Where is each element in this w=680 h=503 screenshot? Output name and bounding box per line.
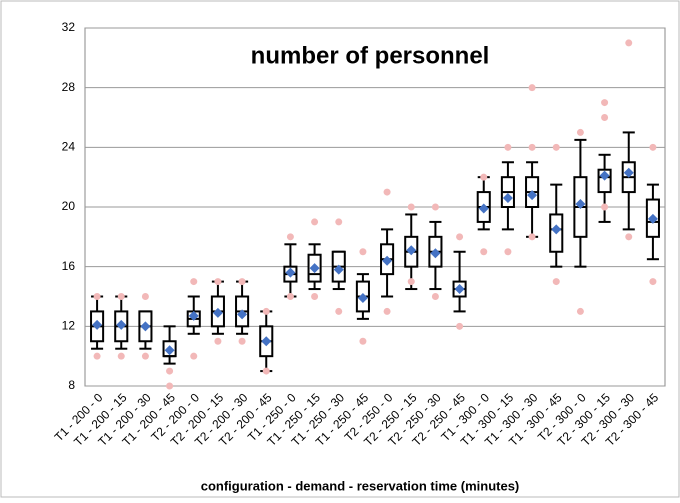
data-point	[190, 278, 198, 286]
y-tick-label: 8	[68, 378, 75, 392]
data-point	[649, 143, 657, 151]
data-point	[552, 278, 560, 286]
data-point	[601, 114, 609, 121]
data-point	[383, 307, 391, 315]
data-point	[238, 278, 246, 286]
mean-marker	[261, 336, 272, 347]
data-point	[625, 233, 633, 241]
mean-marker	[116, 319, 127, 330]
data-point	[359, 248, 367, 256]
data-point	[456, 322, 464, 330]
y-tick-label: 12	[62, 319, 76, 333]
data-point	[214, 337, 222, 345]
data-point	[311, 293, 319, 300]
mean-marker	[599, 170, 610, 181]
data-point	[504, 248, 512, 256]
mean-marker	[140, 321, 151, 332]
data-point	[552, 143, 560, 151]
mean-marker	[382, 255, 393, 266]
data-point	[238, 337, 246, 345]
mean-marker	[237, 309, 248, 320]
data-point	[214, 278, 222, 286]
mean-marker	[478, 203, 489, 214]
y-tick-label: 16	[62, 259, 76, 273]
mean-marker	[285, 267, 296, 278]
mean-marker	[647, 213, 658, 224]
data-point	[431, 293, 439, 300]
data-point	[576, 128, 584, 136]
mean-marker	[309, 263, 320, 274]
data-point	[93, 352, 101, 360]
data-point	[625, 39, 633, 47]
data-point	[456, 233, 464, 241]
data-point	[117, 352, 125, 360]
data-point	[359, 337, 367, 345]
y-tick-label: 20	[62, 199, 76, 213]
y-tick-label: 24	[62, 140, 76, 154]
mean-marker	[188, 310, 199, 321]
data-point	[576, 307, 584, 315]
data-point	[262, 307, 270, 315]
y-tick-label: 28	[62, 80, 76, 94]
mean-marker	[212, 307, 223, 318]
mean-marker	[430, 248, 441, 259]
mean-marker	[502, 193, 513, 204]
chart-title: number of personnel	[251, 42, 490, 69]
data-point	[335, 307, 343, 315]
mean-marker	[527, 190, 538, 201]
x-axis-label: configuration - demand - reservation tim…	[201, 478, 520, 493]
data-point	[311, 218, 319, 226]
mean-marker	[333, 264, 344, 275]
data-point	[649, 278, 657, 286]
mean-marker	[357, 292, 368, 303]
data-point	[407, 203, 415, 211]
data-point	[480, 173, 488, 181]
data-point	[528, 233, 536, 241]
data-point	[190, 352, 198, 360]
data-point	[601, 99, 609, 107]
mean-marker	[406, 245, 417, 256]
mean-marker	[92, 319, 103, 330]
data-point	[166, 382, 174, 390]
data-point	[286, 233, 294, 241]
data-point	[601, 203, 609, 211]
mean-marker	[623, 167, 634, 178]
data-point	[504, 143, 512, 151]
mean-marker	[575, 199, 586, 210]
data-point	[141, 293, 149, 300]
mean-marker	[164, 345, 175, 356]
data-point	[262, 367, 270, 375]
data-point	[528, 143, 536, 151]
data-point	[480, 248, 488, 256]
data-point	[383, 188, 391, 196]
data-point	[335, 218, 343, 226]
data-point	[431, 203, 439, 211]
data-point	[117, 293, 125, 300]
data-point	[93, 293, 101, 300]
data-point	[286, 293, 294, 300]
y-tick-label: 32	[62, 20, 76, 34]
data-point	[166, 367, 174, 375]
data-point	[407, 278, 415, 286]
data-point	[528, 84, 536, 92]
mean-marker	[551, 224, 562, 235]
mean-marker	[454, 284, 465, 295]
data-point	[141, 352, 149, 360]
